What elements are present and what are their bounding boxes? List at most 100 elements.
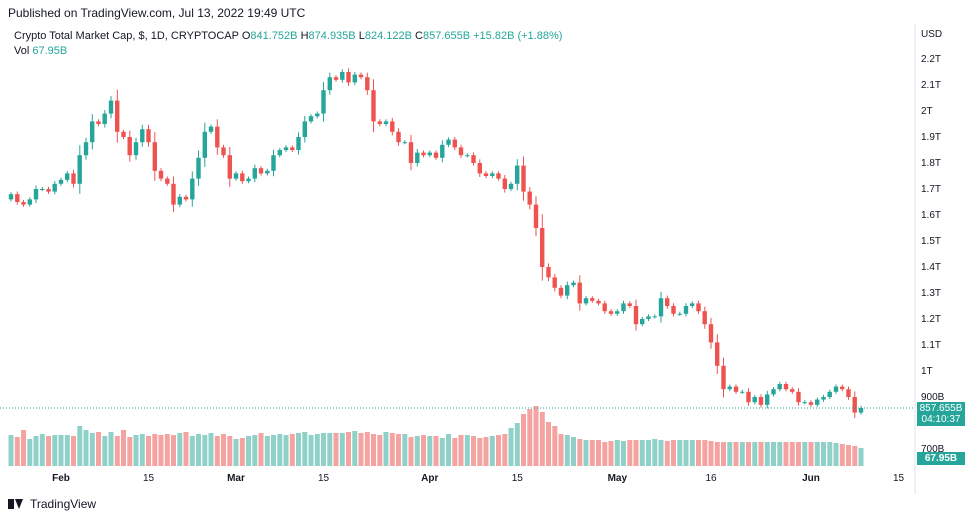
candle-body bbox=[371, 90, 376, 122]
candle-body bbox=[177, 196, 182, 205]
candle-body bbox=[233, 173, 239, 179]
candle-body bbox=[308, 116, 314, 122]
volume-bar bbox=[527, 409, 533, 466]
candle-body bbox=[758, 397, 764, 405]
candle-body bbox=[240, 173, 245, 182]
volume-bar bbox=[739, 442, 745, 466]
candle-body bbox=[358, 74, 364, 78]
volume-bar bbox=[664, 441, 670, 466]
candle-body bbox=[565, 285, 570, 296]
candle-body bbox=[665, 298, 670, 306]
candle-body bbox=[671, 306, 676, 314]
candle-body bbox=[752, 397, 757, 403]
candle-body bbox=[90, 121, 95, 143]
candle-body bbox=[21, 202, 26, 205]
candle-body bbox=[777, 384, 782, 390]
candle-body bbox=[46, 189, 51, 192]
candle-body bbox=[415, 152, 420, 163]
candle-body bbox=[252, 168, 257, 179]
volume-bar bbox=[514, 423, 520, 466]
x-tick-label: 15 bbox=[893, 473, 905, 484]
candle-body bbox=[708, 324, 714, 343]
volume-bar bbox=[521, 414, 526, 466]
volume-bar bbox=[389, 433, 395, 466]
candle-body bbox=[527, 191, 532, 205]
volume-bar bbox=[221, 434, 226, 466]
volume-bar bbox=[746, 442, 751, 466]
candle-body bbox=[583, 298, 589, 304]
candle-body bbox=[390, 121, 395, 132]
candle-body bbox=[608, 311, 614, 314]
candle-body bbox=[40, 189, 45, 190]
x-tick-label: 16 bbox=[705, 473, 717, 484]
volume-bar bbox=[408, 437, 414, 466]
candle-body bbox=[615, 311, 620, 314]
volume-bar bbox=[702, 440, 708, 466]
volume-bar bbox=[752, 442, 758, 466]
y-tick-label: 1.5T bbox=[921, 236, 941, 247]
volume-bar bbox=[127, 437, 133, 466]
volume-bar bbox=[808, 442, 814, 466]
volume-bar bbox=[577, 439, 583, 466]
candle-body bbox=[715, 342, 720, 366]
candle-body bbox=[58, 179, 64, 184]
candle-body bbox=[352, 74, 357, 83]
volume-bar bbox=[402, 434, 408, 466]
candle-body bbox=[15, 194, 20, 202]
y-tick-label: 1.7T bbox=[921, 184, 941, 195]
volume-bar bbox=[764, 442, 770, 466]
candle-body bbox=[733, 386, 739, 392]
candle-body bbox=[402, 142, 407, 144]
low-value: 824.122B bbox=[364, 30, 412, 42]
last-price-value: 857.655B bbox=[919, 403, 963, 414]
candle-body bbox=[190, 178, 195, 200]
volume-bar bbox=[758, 442, 764, 466]
candle-body bbox=[8, 194, 14, 200]
candle-body bbox=[796, 391, 801, 403]
volume-bar bbox=[858, 448, 864, 466]
candle-body bbox=[621, 303, 626, 312]
volume-bar bbox=[452, 438, 458, 466]
volume-bar bbox=[364, 432, 370, 466]
candle-body bbox=[452, 139, 457, 148]
volume-bar bbox=[371, 434, 376, 466]
candle-body bbox=[540, 228, 545, 267]
volume-bar bbox=[146, 436, 151, 466]
candle-body bbox=[165, 178, 170, 184]
volume-bar bbox=[633, 440, 639, 466]
volume-bar bbox=[683, 440, 689, 466]
volume-bar bbox=[114, 436, 120, 466]
candle-body bbox=[33, 189, 39, 200]
volume-bar bbox=[714, 442, 720, 466]
candle-body bbox=[852, 397, 857, 413]
candle-body bbox=[508, 183, 514, 189]
candle-body bbox=[696, 303, 701, 312]
candle-body bbox=[321, 90, 326, 114]
volume-bar bbox=[246, 436, 251, 466]
candle-body bbox=[446, 139, 451, 145]
volume-bar bbox=[314, 434, 320, 466]
x-tick-label: Feb bbox=[52, 473, 70, 484]
x-tick-label: Jun bbox=[802, 473, 820, 484]
volume-label: Vol bbox=[14, 45, 30, 57]
candle-body bbox=[690, 303, 695, 306]
x-tick-label: Mar bbox=[227, 473, 245, 484]
candle-body bbox=[833, 386, 839, 392]
volume-bar bbox=[489, 436, 495, 466]
candle-body bbox=[302, 121, 307, 137]
candle-body bbox=[65, 173, 70, 180]
candle-body bbox=[746, 391, 751, 403]
candle-body bbox=[802, 402, 807, 404]
candle-body bbox=[365, 77, 370, 91]
y-tick-label: 1.2T bbox=[921, 314, 941, 325]
candle-body bbox=[196, 157, 201, 179]
candlestick-chart[interactable]: USD 700B 900B 1T 1.1T 1.2T 1.3T 1.4T 1.5T 1.6T 1.… bbox=[0, 24, 980, 494]
volume-bar bbox=[733, 442, 739, 466]
y-tick-label: 700B bbox=[921, 444, 945, 455]
candle-body bbox=[533, 204, 539, 228]
open-value: 841.752B bbox=[250, 30, 298, 42]
close-label: C bbox=[415, 30, 423, 42]
published-note: Published on TradingView.com, Jul 13, 20… bbox=[8, 6, 306, 20]
high-label: H bbox=[300, 30, 309, 42]
candle-body bbox=[602, 303, 607, 312]
